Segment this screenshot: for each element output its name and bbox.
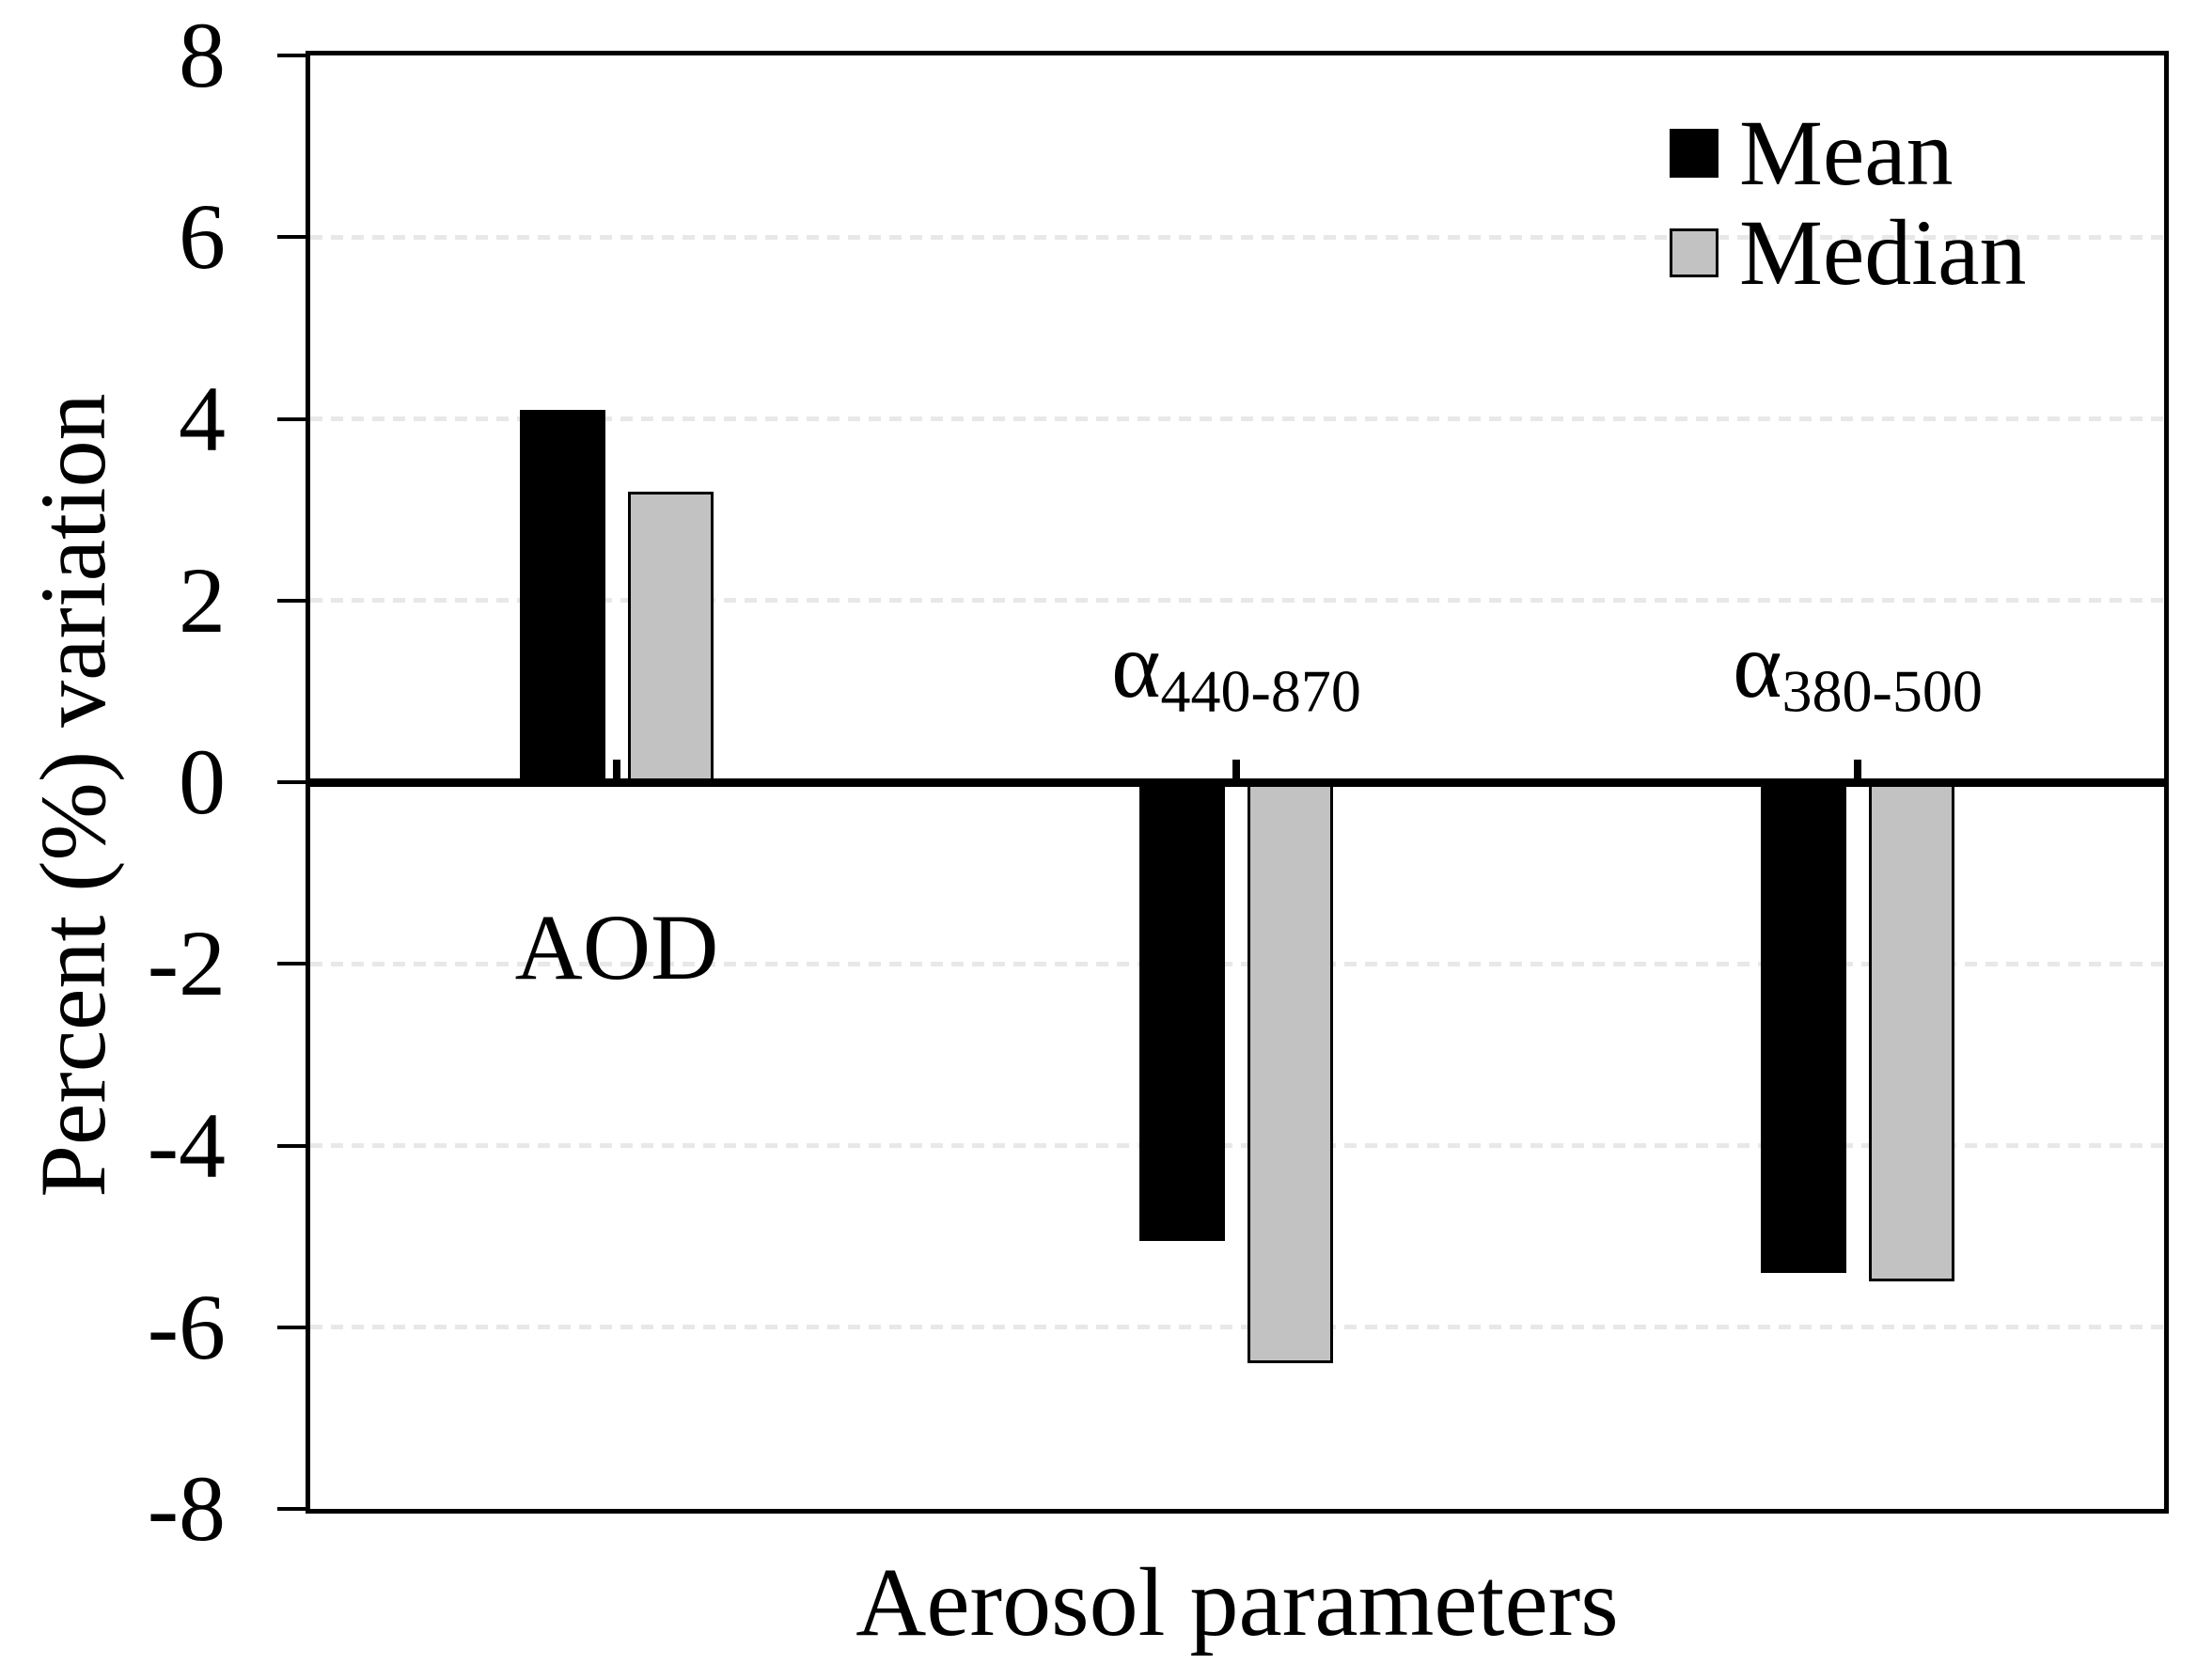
legend-item-median: Median [1670,203,2026,303]
y-tick-label-4: 4 [179,366,226,471]
legend-item-mean: Mean [1670,103,2026,203]
x-tick-2 [1232,759,1240,778]
y-tick--8 [277,1507,306,1511]
y-tick-0 [277,780,306,784]
y-tick--6 [277,1325,306,1329]
gridline-y-2 [310,961,2164,966]
x-axis-zero-line [310,777,2164,787]
category-label-2: α440-870 [954,611,1518,745]
category-label-1: AOD [335,893,899,1001]
y-tick--4 [277,1143,306,1148]
y-tick-4 [277,416,306,421]
bar-median-2 [1248,782,1333,1364]
gridline-y-4 [310,1143,2164,1148]
legend-label-mean: Mean [1739,101,1954,205]
y-tick-label--8: -8 [147,1456,226,1561]
gridline-y4 [310,416,2164,421]
y-tick-label--2: -2 [147,911,226,1016]
category-label-base: α [1733,613,1782,717]
bar-median-1 [628,491,714,782]
gridline-y2 [310,598,2164,604]
y-tick-label-6: 6 [179,184,226,290]
y-tick-6 [277,235,306,240]
legend: Mean Median [1670,103,2026,303]
category-label-subscript: 440-870 [1160,657,1361,725]
legend-label-median: Median [1739,200,2027,305]
legend-swatch-mean [1670,129,1718,178]
x-axis-title: Aerosol parameters [855,1548,1619,1656]
y-tick-8 [277,54,306,57]
y-tick-label--6: -6 [147,1274,226,1379]
y-tick-label-8: 8 [179,3,226,107]
category-label-3: α380-500 [1576,611,2140,745]
y-tick-2 [277,598,306,603]
category-label-subscript: 380-500 [1781,657,1983,725]
category-label-base: AOD [514,895,719,999]
legend-swatch-median [1670,228,1718,277]
y-tick--2 [277,962,306,966]
bar-mean-3 [1761,782,1846,1273]
x-tick-3 [1854,759,1861,778]
bar-median-3 [1869,782,1954,1282]
gridline-y6 [310,234,2164,240]
bar-mean-1 [520,409,605,782]
y-tick-label-0: 0 [179,730,226,834]
bar-mean-2 [1139,782,1225,1241]
gridline-y-6 [310,1325,2164,1330]
x-tick-1 [613,759,620,778]
plot-area [306,51,2169,1514]
category-label-base: α [1111,613,1161,717]
y-tick-label--4: -4 [147,1092,226,1198]
y-tick-label-2: 2 [179,547,226,652]
